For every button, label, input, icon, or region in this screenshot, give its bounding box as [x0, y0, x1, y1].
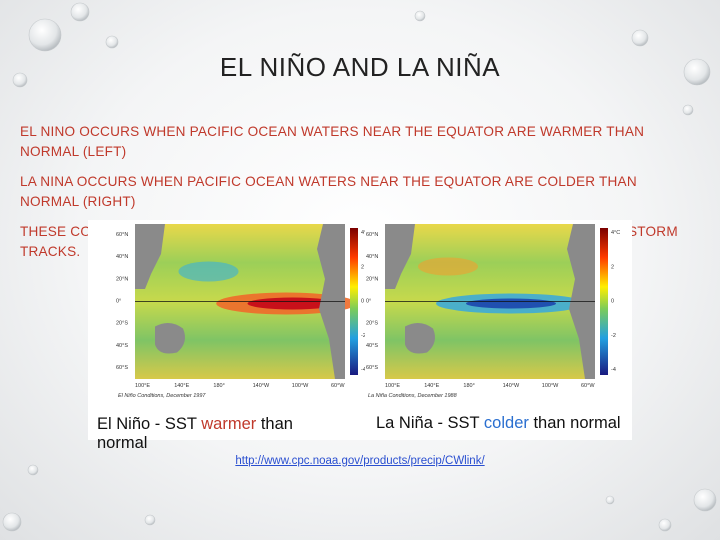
- bullet: LA NINA OCCURS WHEN PACIFIC OCEAN WATERS…: [20, 174, 637, 209]
- lat-label: 40°S: [366, 343, 378, 349]
- lon-label: 100°W: [542, 383, 559, 389]
- anomaly: [247, 297, 338, 310]
- lat-label: 60°N: [116, 232, 128, 238]
- anomaly: [178, 261, 239, 282]
- scale-label: 0: [361, 299, 364, 305]
- lon-label: 60°W: [331, 383, 345, 389]
- source-link[interactable]: http://www.cpc.noaa.gov/products/precip/…: [235, 455, 485, 467]
- lat-label: 20°N: [116, 276, 128, 282]
- scale-label: -2: [361, 333, 366, 339]
- scale-label: -4: [361, 367, 366, 373]
- lon-label: 140°W: [503, 383, 520, 389]
- lat-label: 60°S: [116, 365, 128, 371]
- scale-label: 2: [611, 264, 614, 270]
- sst-map: 4°C 2 0 -2 -4 60°N 40°N 20°N 0° 20°S 40°S 60°S 100°E…: [365, 222, 620, 407]
- lat-label: 40°S: [116, 343, 128, 349]
- scale-label: -2: [611, 333, 616, 339]
- caption-text: El Niño - SST: [97, 415, 202, 433]
- lat-label: 20°S: [116, 321, 128, 327]
- land: [405, 322, 435, 354]
- land: [385, 224, 415, 289]
- caption-text: than normal: [97, 415, 293, 452]
- bullet-line2: TRACKS.: [20, 244, 81, 259]
- caption: El Niño - SST warmer than normal: [97, 415, 347, 453]
- scale-label: -4: [611, 367, 616, 373]
- lon-label: 100°W: [292, 383, 309, 389]
- lat-label: 0°: [366, 299, 371, 305]
- color-scale: [600, 228, 608, 375]
- lon-label: 100°E: [135, 383, 150, 389]
- map-source: El Niño Conditions, December 1997: [118, 393, 206, 399]
- caption-highlight: colder: [483, 414, 529, 432]
- bullet-start: THESE CO: [20, 224, 92, 239]
- lon-label: 100°E: [385, 383, 400, 389]
- anomaly: [466, 298, 556, 309]
- bullet: EL NINO OCCURS WHEN PACIFIC OCEAN WATERS…: [20, 124, 645, 159]
- lat-label: 60°S: [366, 365, 378, 371]
- caption: La Niña - SST colder than normal: [376, 414, 626, 433]
- land: [155, 322, 185, 354]
- lon-label: 140°W: [253, 383, 270, 389]
- lon-label: 140°E: [174, 383, 189, 389]
- caption-text: La Niña - SST: [376, 414, 484, 432]
- scale-label: 0: [611, 299, 614, 305]
- lon-label: 180°: [463, 383, 474, 389]
- lat-label: 20°S: [366, 321, 378, 327]
- lon-label: 60°W: [581, 383, 595, 389]
- lon-label: 180°: [213, 383, 224, 389]
- lat-label: 20°N: [366, 276, 378, 282]
- lat-label: 60°N: [366, 232, 378, 238]
- bullet-end: STORM: [628, 224, 678, 239]
- land: [135, 224, 165, 289]
- caption-text: than normal: [528, 414, 621, 432]
- slide-title: EL NIÑO AND LA NIÑA: [219, 52, 501, 82]
- anomaly: [418, 257, 478, 276]
- caption-highlight: warmer: [201, 415, 257, 433]
- lat-label: 40°N: [116, 254, 128, 260]
- lon-label: 140°E: [424, 383, 439, 389]
- droplets: [2, 2, 717, 532]
- scale-label: 4°C: [611, 230, 620, 236]
- lat-label: 0°: [116, 299, 121, 305]
- color-scale: [350, 228, 358, 375]
- lat-label: 40°N: [366, 254, 378, 260]
- sst-map: 4°C20-2-460°N40°N20°N0°20°S40°S60°S100°E…: [115, 222, 370, 407]
- scale-label: 2: [361, 264, 364, 270]
- map-source: La Niña Conditions, December 1988: [368, 393, 458, 399]
